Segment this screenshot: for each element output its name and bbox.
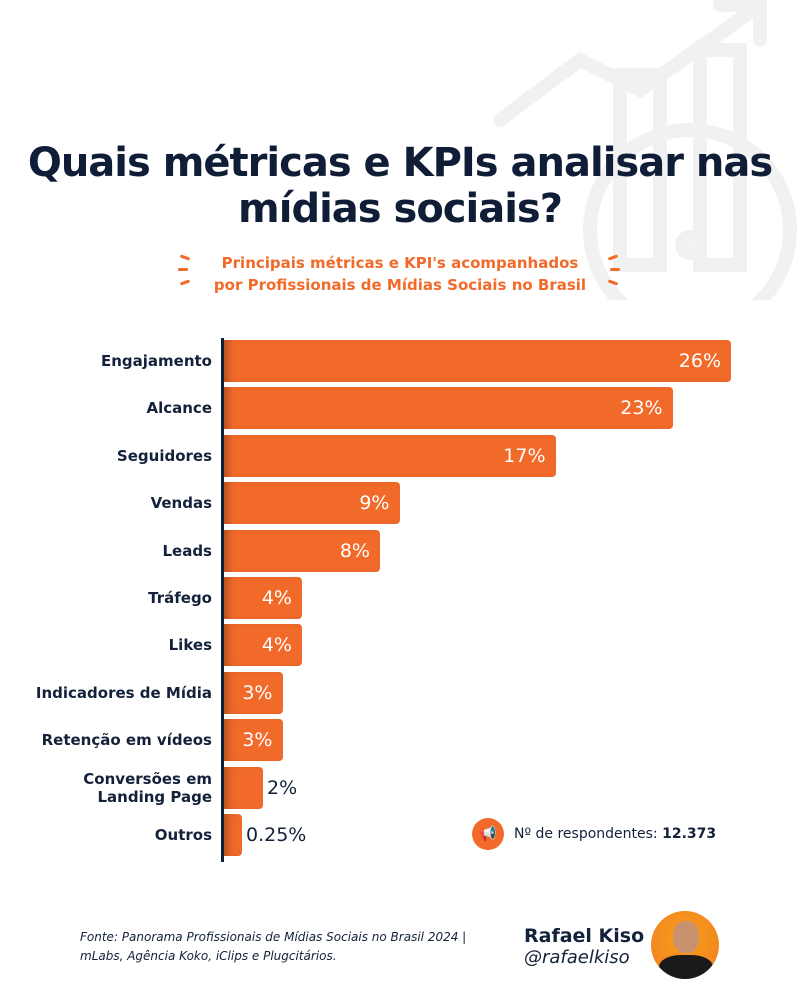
bar-row: Engajamento 26%: [0, 339, 800, 383]
bar: [224, 814, 242, 856]
data-label: 9%: [359, 492, 390, 515]
bar-row: Retenção em vídeos 3%: [0, 718, 800, 762]
category-label: Indicadores de Mídia: [35, 683, 212, 702]
bar-row: Alcance 23%: [0, 386, 800, 430]
bar: [224, 624, 302, 667]
bar-row: Likes 4%: [0, 623, 800, 667]
respondents-label: Nº de respondentes:: [514, 826, 658, 842]
category-label: Retenção em vídeos: [41, 731, 212, 750]
bar: [224, 671, 283, 714]
category-label: Engajamento: [100, 352, 212, 370]
bar: [224, 719, 283, 762]
author: Rafael Kiso @rafaelkiso: [524, 925, 645, 969]
bar: [224, 482, 400, 525]
bar-row: Tráfego 4%: [0, 576, 800, 620]
megaphone-icon: 📢: [472, 818, 504, 850]
author-name: Rafael Kiso: [524, 925, 645, 947]
respondents-info: 📢 Nº de respondentes: 12.373: [472, 818, 716, 850]
category-label: Vendas: [150, 494, 212, 513]
bar: [224, 529, 380, 572]
avatar: [651, 911, 719, 979]
data-label: 23%: [620, 397, 663, 420]
page-title: Quais métricas e KPIs analisar nas mídia…: [27, 140, 773, 232]
bar: [224, 577, 302, 619]
category-label: Likes: [168, 636, 212, 655]
data-label: 4%: [261, 634, 292, 657]
bar-row: Conversões em Landing Page 2%: [0, 766, 800, 810]
bar: [224, 434, 556, 477]
category-label: Conversões em Landing Page: [83, 769, 212, 806]
data-label: 0.25%: [246, 824, 307, 846]
source-note: Fonte: Panorama Profissionais de Mídias …: [80, 930, 467, 963]
y-axis-line: [221, 338, 224, 862]
category-label: Tráfego: [148, 589, 212, 607]
data-label: 3%: [242, 729, 273, 752]
category-label: Alcance: [146, 399, 212, 418]
accent-mark: [610, 268, 620, 271]
bar: [224, 766, 263, 809]
respondents-value: 12.373: [662, 826, 717, 842]
bar-row: Outros 0.25%: [0, 813, 800, 857]
data-label: 26%: [678, 350, 721, 372]
data-label: 2%: [267, 776, 298, 799]
category-label: Leads: [162, 541, 212, 560]
bar-row: Indicadores de Mídia 3%: [0, 671, 800, 715]
growth-chart-watermark-icon: [493, 0, 797, 300]
data-label: 8%: [339, 539, 370, 562]
data-label: 4%: [261, 587, 292, 609]
bar-row: Leads 8%: [0, 529, 800, 573]
subtitle: Principais métricas e KPI's acompanhados…: [0, 252, 800, 296]
category-label: Outros: [154, 826, 212, 844]
bar-row: Seguidores 17%: [0, 434, 800, 478]
accent-mark: [178, 268, 188, 271]
bar: [224, 340, 731, 382]
subtitle-line: Principais métricas e KPI's acompanhados: [221, 254, 579, 272]
data-label: 3%: [242, 681, 273, 704]
author-handle: @rafaelkiso: [524, 947, 630, 968]
category-label: Seguidores: [116, 446, 212, 465]
data-label: 17%: [503, 444, 546, 467]
bar: [224, 387, 673, 430]
subtitle-line: por Profissionais de Mídias Sociais no B…: [213, 276, 587, 294]
bar-row: Vendas 9%: [0, 481, 800, 525]
